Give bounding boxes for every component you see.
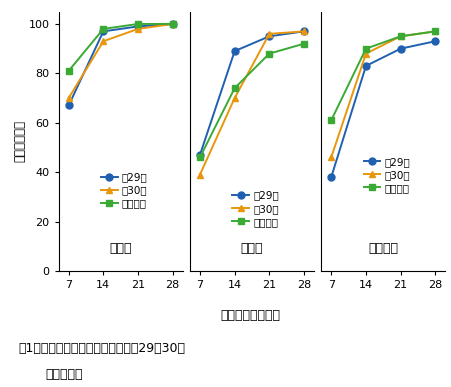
Legend: 年29年, 年30年, 令和元年: 年29年, 年30年, 令和元年 [232, 190, 278, 227]
Text: ノビエ: ノビエ [109, 242, 132, 255]
年30年 [363, 51, 368, 56]
令和元年 [197, 155, 202, 159]
令和元年 [231, 86, 237, 91]
年29年 [231, 49, 237, 53]
Legend: 年29年, 年30年, 令和元年: 年29年, 年30年, 令和元年 [363, 157, 410, 193]
Line: 年30年: 年30年 [327, 28, 438, 161]
令和元年 [363, 46, 368, 51]
Text: コナギ: コナギ [240, 242, 262, 255]
年30年 [101, 39, 106, 44]
Line: 令和元年: 令和元年 [65, 21, 176, 74]
年30年 [432, 29, 437, 34]
年29年 [328, 175, 333, 180]
年29年 [197, 152, 202, 157]
令和元年 [301, 41, 306, 46]
年30年 [328, 155, 333, 159]
令和元年 [432, 29, 437, 34]
Text: 令和元年）: 令和元年） [45, 368, 83, 382]
年29年 [135, 24, 140, 29]
Text: 移植後日数（日）: 移植後日数（日） [221, 309, 280, 322]
Line: 年29年: 年29年 [327, 38, 438, 180]
Text: 図1　主要雑草の発生率の推移（年29、30、: 図1 主要雑草の発生率の推移（年29、30、 [18, 342, 184, 356]
年30年 [66, 96, 71, 100]
令和元年 [266, 51, 272, 56]
Line: 年30年: 年30年 [65, 21, 176, 101]
令和元年 [170, 22, 175, 26]
Line: 年29年: 年29年 [196, 28, 307, 158]
Y-axis label: 発生率（％）: 発生率（％） [13, 120, 26, 162]
年29年 [397, 46, 402, 51]
令和元年 [328, 118, 333, 123]
年29年 [363, 63, 368, 68]
令和元年 [101, 27, 106, 31]
年29年 [170, 22, 175, 26]
Legend: 年29年, 年30年, 令和元年: 年29年, 年30年, 令和元年 [101, 172, 147, 209]
令和元年 [135, 22, 140, 26]
Text: ホタルイ: ホタルイ [368, 242, 397, 255]
年30年 [135, 27, 140, 31]
Line: 令和元年: 令和元年 [196, 40, 307, 161]
Line: 年29年: 年29年 [65, 21, 176, 109]
年29年 [266, 34, 272, 39]
年29年 [66, 103, 71, 108]
年30年 [397, 34, 402, 39]
年30年 [231, 96, 237, 100]
年29年 [432, 39, 437, 44]
年30年 [197, 172, 202, 177]
年30年 [170, 22, 175, 26]
年30年 [266, 31, 272, 36]
令和元年 [66, 68, 71, 73]
Line: 令和元年: 令和元年 [327, 28, 438, 124]
年29年 [101, 29, 106, 34]
年30年 [301, 29, 306, 34]
年29年 [301, 29, 306, 34]
Line: 年30年: 年30年 [196, 28, 307, 178]
令和元年 [397, 34, 402, 39]
